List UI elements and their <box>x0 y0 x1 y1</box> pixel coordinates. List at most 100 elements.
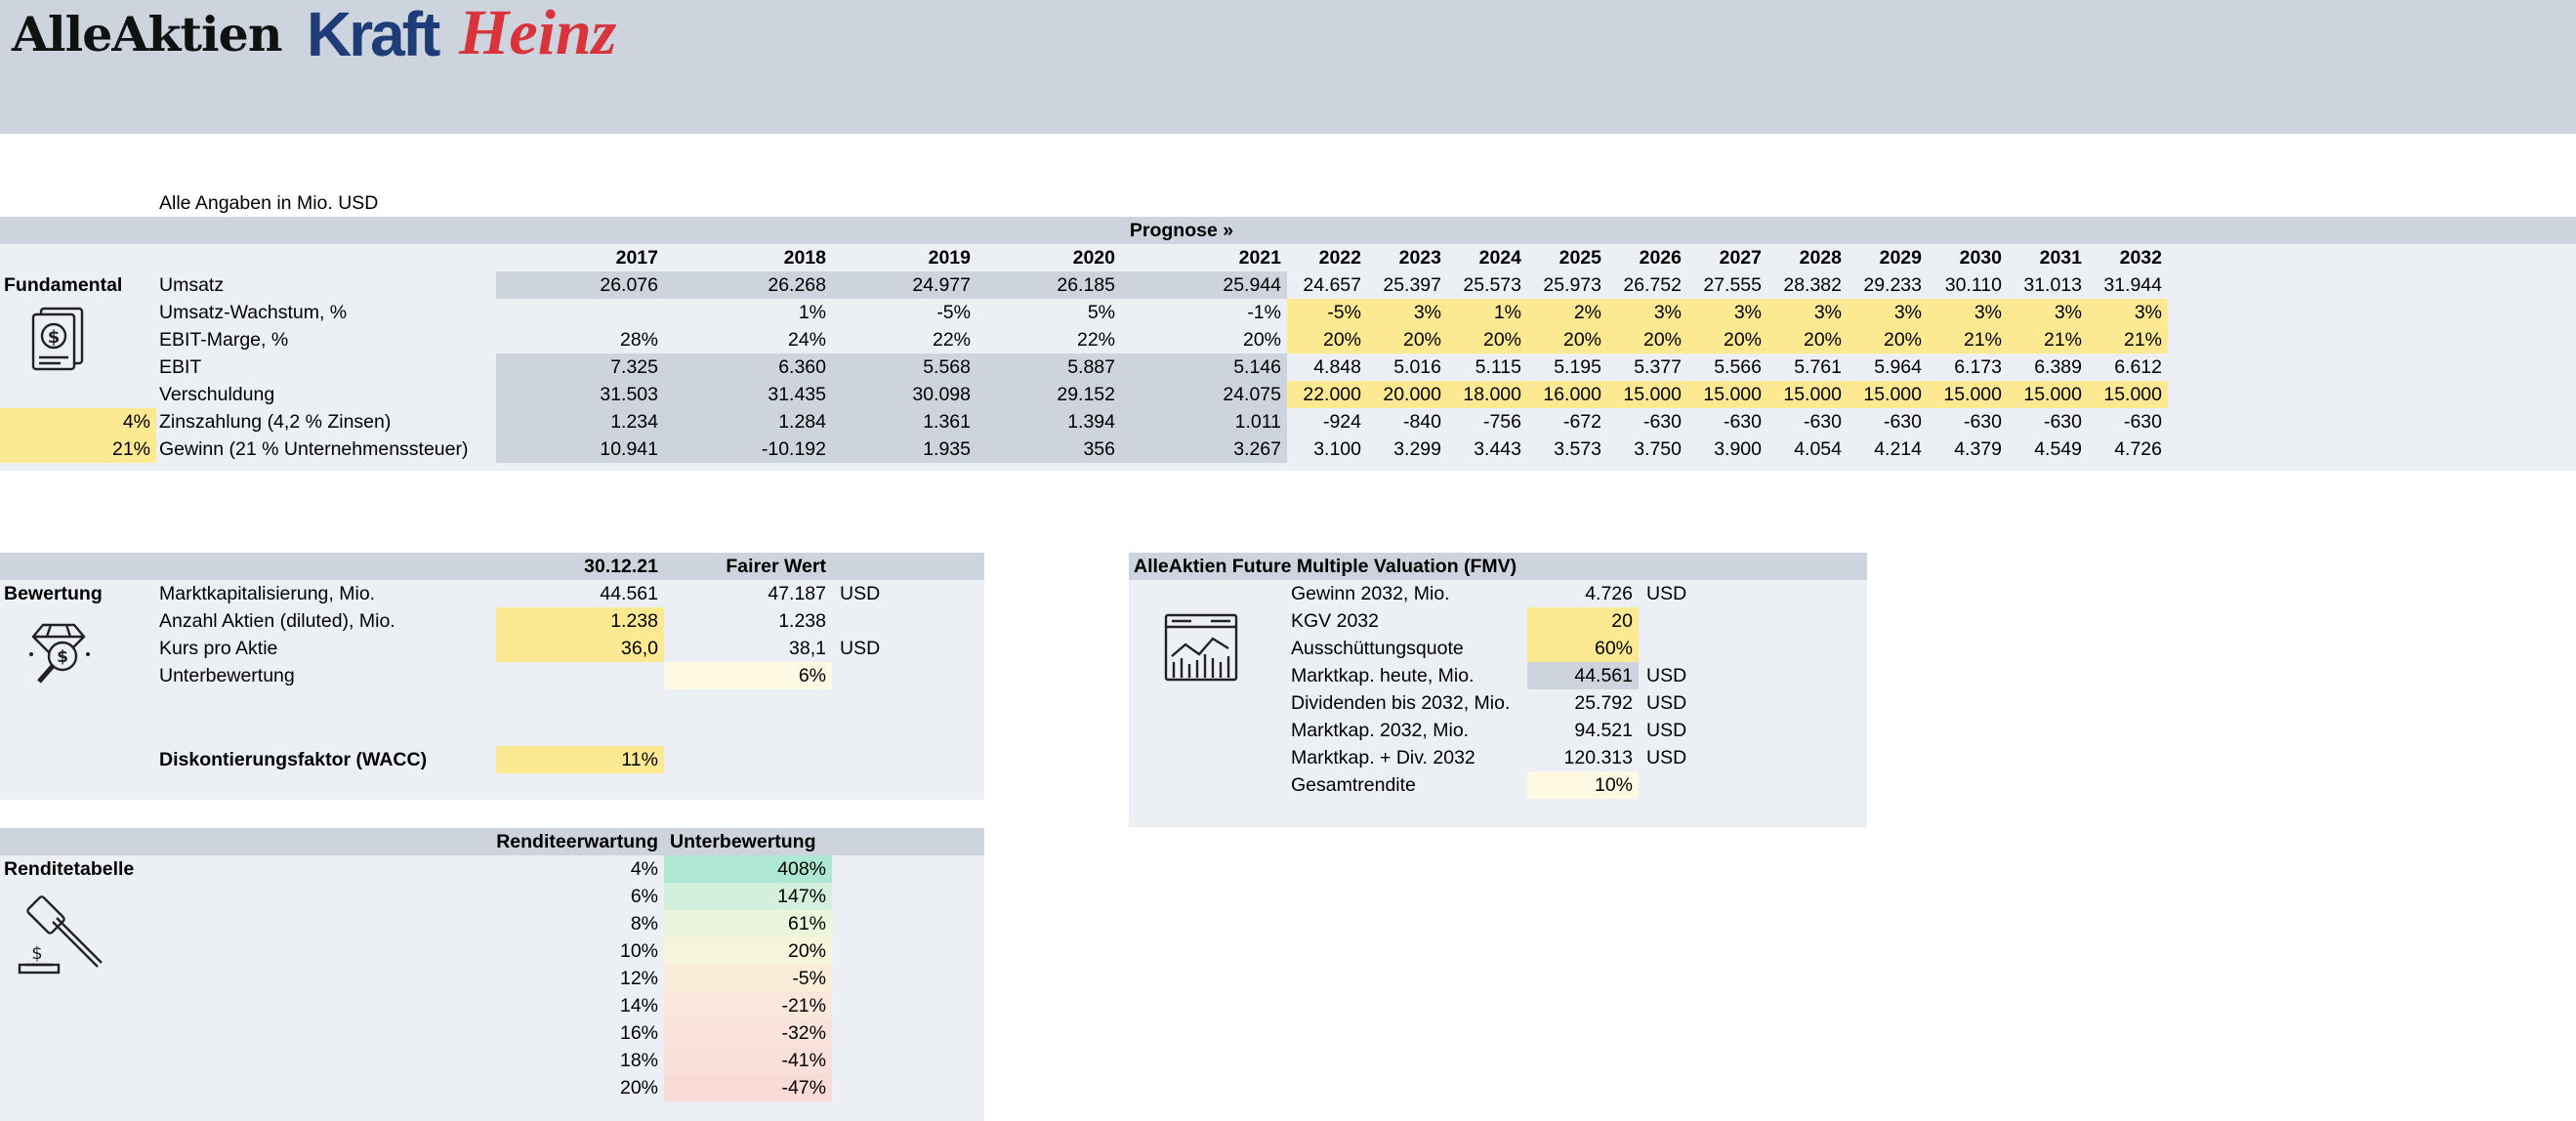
prognose-label: Prognose » <box>1129 220 1234 241</box>
unterbewertung-value: -5% <box>664 965 832 992</box>
bewertung-current[interactable]: 1.238 <box>496 607 664 635</box>
value-cell: 5.761 <box>1794 356 1842 378</box>
rendite-value: 16% <box>619 1022 658 1044</box>
value-cell: 24.977 <box>832 271 976 299</box>
value-cell: 1.011 <box>1121 408 1287 436</box>
value-cell: -630 <box>2043 411 2082 433</box>
value-cell: -672 <box>1562 411 1601 433</box>
fmv-unit: USD <box>1646 665 1687 686</box>
bewertung-col-fair: Fairer Wert <box>726 556 826 577</box>
value-cell: 21% <box>1928 326 2008 353</box>
unterbewertung-value: -47% <box>664 1074 832 1101</box>
rendite-value: 6% <box>630 886 658 907</box>
value-cell: 21% <box>2088 326 2168 353</box>
svg-text:$: $ <box>57 647 68 667</box>
value-cell: 20% <box>1848 326 1928 353</box>
value-cell: 21% <box>2008 326 2088 353</box>
row-rate-input[interactable]: 21% <box>0 436 156 463</box>
unterbewertung-value: 408% <box>664 855 832 883</box>
value-cell: 25.944 <box>1121 271 1287 299</box>
value-cell: 3% <box>1928 299 2008 326</box>
value-cell: 4.549 <box>2034 438 2082 460</box>
value-cell: 3% <box>1367 299 1447 326</box>
fmv-value[interactable]: 20 <box>1527 607 1639 635</box>
value-cell: 24% <box>787 329 826 351</box>
value-cell: 4.054 <box>1794 438 1842 460</box>
value-cell: 6.173 <box>1954 356 2002 378</box>
value-cell: 5.016 <box>1393 356 1441 378</box>
value-cell: 2% <box>1527 299 1607 326</box>
fundamental-title: Fundamental <box>4 274 123 296</box>
value-cell: 5.146 <box>1121 353 1287 381</box>
value-cell: 4.379 <box>1954 438 2002 460</box>
year-header: 2018 <box>783 247 826 269</box>
unterbewertung-value: -21% <box>664 992 832 1019</box>
year-header: 2031 <box>2039 247 2082 269</box>
kraftheinz-logo-heinz: Heinz <box>459 0 617 68</box>
year-header: 2028 <box>1799 247 1842 269</box>
year-header: 2027 <box>1719 247 1762 269</box>
value-cell: 31.944 <box>2103 274 2162 296</box>
value-cell: -630 <box>2123 411 2162 433</box>
bewertung-current[interactable]: 36,0 <box>496 635 664 662</box>
value-cell: -840 <box>1402 411 1441 433</box>
fmv-unit: USD <box>1646 747 1687 768</box>
value-cell: 4.214 <box>1874 438 1922 460</box>
value-cell: 6.612 <box>2114 356 2162 378</box>
row-label: Umsatz <box>159 274 225 296</box>
bewertung-unit: USD <box>840 638 881 659</box>
value-cell: 20% <box>1242 329 1281 351</box>
value-cell: -630 <box>1642 411 1682 433</box>
renditetabelle-panel <box>0 855 984 1121</box>
value-cell: 20% <box>1447 326 1527 353</box>
fmv-value[interactable]: 60% <box>1527 635 1639 662</box>
bewertung-label: Kurs pro Aktie <box>159 638 278 659</box>
fmv-value: 4.726 <box>1585 583 1633 604</box>
rendite-value: 10% <box>619 940 658 962</box>
rendite-value: 14% <box>619 995 658 1017</box>
value-cell: 3% <box>1767 299 1848 326</box>
value-cell: 18.000 <box>1447 381 1527 408</box>
wacc-value: 11% <box>496 746 664 773</box>
value-cell: 15.000 <box>1687 381 1767 408</box>
fmv-label: Marktkap. + Div. 2032 <box>1291 747 1475 768</box>
year-header: 2025 <box>1558 247 1601 269</box>
value-cell: 26.268 <box>664 271 832 299</box>
fmv-title: AlleAktien Future Multiple Valuation (FM… <box>1134 556 1517 577</box>
row-rate-input[interactable]: 4% <box>0 408 156 436</box>
value-cell: 3.443 <box>1474 438 1521 460</box>
value-cell: -5% <box>1287 299 1367 326</box>
unterbewertung-value: -41% <box>664 1047 832 1074</box>
value-cell: 22.000 <box>1287 381 1367 408</box>
value-cell: 24.075 <box>1121 381 1287 408</box>
value-cell: 5.377 <box>1634 356 1682 378</box>
value-cell: 25.397 <box>1383 274 1441 296</box>
value-cell: 3% <box>1687 299 1767 326</box>
value-cell: 1% <box>798 302 826 323</box>
rendite-value: 12% <box>619 968 658 989</box>
fmv-header-bar <box>1129 553 1867 580</box>
value-cell: 25.573 <box>1463 274 1521 296</box>
value-cell: 15.000 <box>1767 381 1848 408</box>
value-cell: 20% <box>1767 326 1848 353</box>
fmv-label: Ausschüttungsquote <box>1291 638 1464 659</box>
value-cell: 3.900 <box>1714 438 1762 460</box>
fmv-value: 120.313 <box>1563 747 1634 768</box>
value-cell: -630 <box>1963 411 2002 433</box>
unterbewertung-value: 147% <box>664 883 832 910</box>
fmv-label: Marktkap. 2032, Mio. <box>1291 720 1470 741</box>
value-cell: 3.100 <box>1313 438 1361 460</box>
value-cell: 1.361 <box>832 408 976 436</box>
value-cell: 1% <box>1447 299 1527 326</box>
rendite-col-header: Renditeerwartung <box>496 831 658 852</box>
wacc-label: Diskontierungsfaktor (WACC) <box>159 749 428 770</box>
value-cell: 31.503 <box>496 381 664 408</box>
svg-text:$: $ <box>31 943 42 964</box>
value-cell: 26.185 <box>976 271 1121 299</box>
value-cell: 3% <box>1848 299 1928 326</box>
bewertung-title: Bewertung <box>4 583 103 604</box>
year-header: 2030 <box>1959 247 2002 269</box>
year-header: 2026 <box>1639 247 1682 269</box>
value-cell: 15.000 <box>2088 381 2168 408</box>
row-label: Verschuldung <box>159 384 275 405</box>
